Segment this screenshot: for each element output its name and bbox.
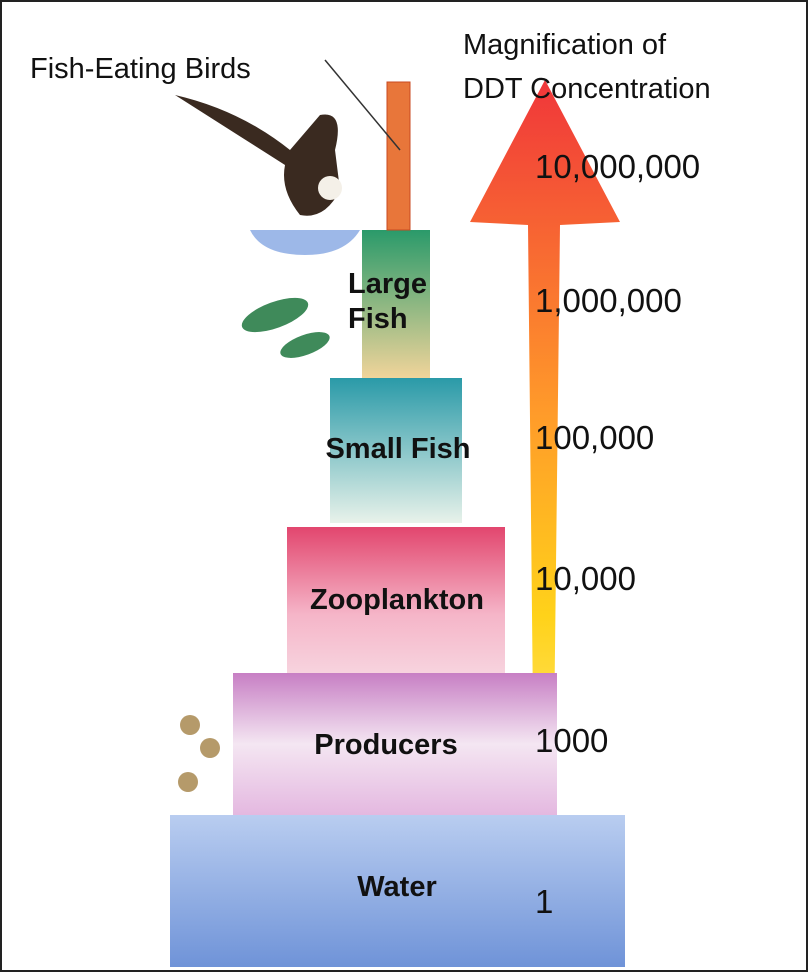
level-label: Zooplankton (310, 584, 484, 616)
level-label: Small Fish (325, 433, 470, 465)
magnification-label: 1 (535, 883, 553, 920)
eagle-head (318, 176, 342, 200)
title-line: DDT Concentration (463, 73, 711, 105)
diagram: Fish-Eating Birds Magnification of DDT C… (0, 0, 808, 972)
magnification-label: 10,000,000 (535, 148, 700, 185)
plankton-icon (178, 772, 198, 792)
title-line: Magnification of (463, 29, 667, 61)
level-label: Fish (348, 303, 408, 335)
level-label: Large (348, 268, 427, 300)
plankton-icon (180, 715, 200, 735)
magnification-label: 1,000,000 (535, 282, 682, 319)
level-label: Producers (314, 729, 457, 761)
magnification-label: 100,000 (535, 419, 654, 456)
magnification-label: 1000 (535, 722, 608, 759)
plankton-icon (200, 738, 220, 758)
bird-column (387, 82, 410, 230)
level-label: Water (357, 871, 437, 903)
birds-label: Fish-Eating Birds (30, 53, 251, 85)
magnification-label: 10,000 (535, 560, 636, 597)
